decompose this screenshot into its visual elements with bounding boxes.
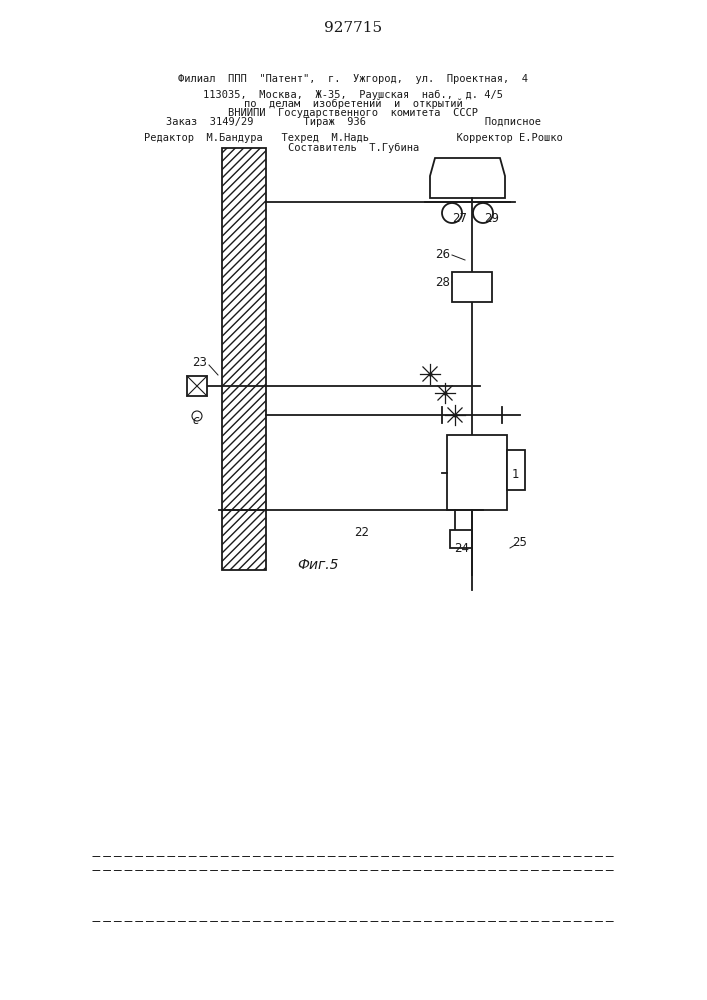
Bar — [450, 530, 472, 548]
Text: Заказ  3149/29        Тираж  936                   Подписное: Заказ 3149/29 Тираж 936 Подписное — [166, 117, 541, 127]
Text: 113035,  Москва,  Ж-35,  Раушская  наб.,  д. 4/5: 113035, Москва, Ж-35, Раушская наб., д. … — [204, 90, 503, 100]
Text: c: c — [193, 414, 199, 426]
Text: 26: 26 — [435, 248, 450, 261]
Text: 25: 25 — [512, 536, 527, 548]
Text: 927715: 927715 — [324, 21, 382, 35]
Text: 27: 27 — [452, 212, 467, 225]
Text: 22: 22 — [354, 526, 370, 540]
Text: 29: 29 — [484, 212, 499, 225]
Polygon shape — [430, 158, 505, 198]
Text: 28: 28 — [435, 275, 450, 288]
Bar — [447, 435, 507, 510]
Bar — [222, 148, 266, 570]
Text: Составитель  Т.Губина: Составитель Т.Губина — [288, 143, 419, 153]
Text: Филиал  ППП  "Патент",  г.  Ужгород,  ул.  Проектная,  4: Филиал ППП "Патент", г. Ужгород, ул. Про… — [178, 74, 529, 84]
Bar — [222, 148, 266, 570]
Text: ВНИИПИ  Государственного  комитета  СССР: ВНИИПИ Государственного комитета СССР — [228, 108, 479, 118]
Text: по  делам  изобретений  и  открытий: по делам изобретений и открытий — [244, 99, 463, 109]
Text: 23: 23 — [192, 356, 207, 368]
Text: Фиг.5: Фиг.5 — [297, 558, 339, 572]
Bar — [452, 272, 492, 302]
Text: 24: 24 — [455, 542, 469, 554]
Bar — [507, 450, 525, 490]
Text: Редактор  М.Бандура   Техред  М.Надь              Корректор Е.Рошко: Редактор М.Бандура Техред М.Надь Коррект… — [144, 133, 563, 143]
Text: 1: 1 — [512, 468, 520, 482]
Bar — [187, 376, 207, 396]
